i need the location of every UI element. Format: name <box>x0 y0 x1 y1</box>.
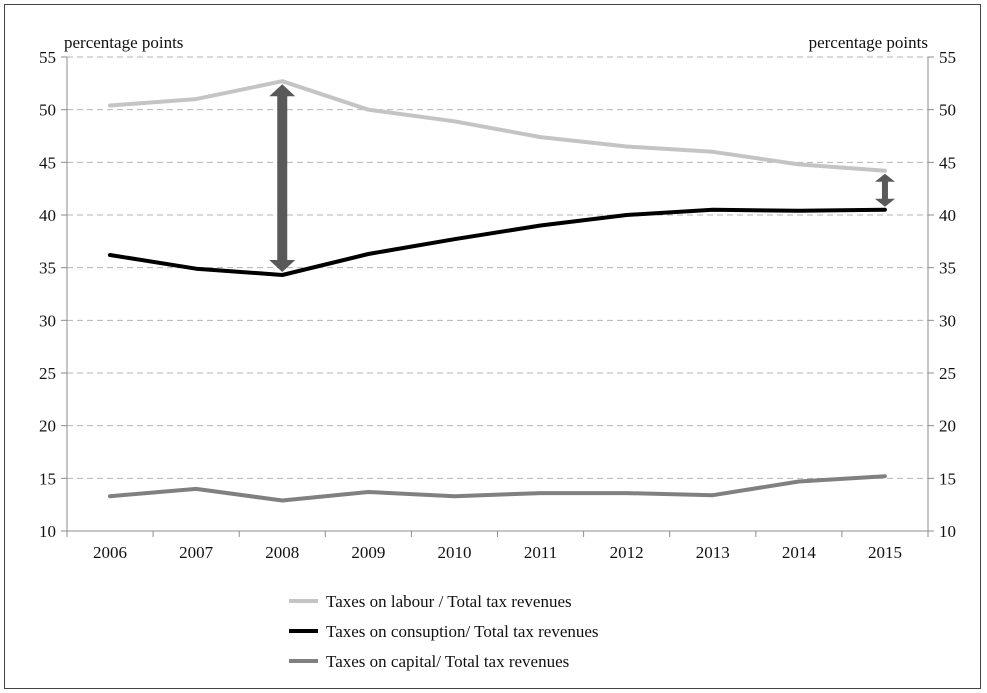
y-tick-label-right: 20 <box>939 417 956 436</box>
x-tick-label: 2008 <box>265 543 299 562</box>
gap-double-arrow-1 <box>269 84 296 273</box>
legend-label-1: Taxes on labour / Total tax revenues <box>326 592 572 611</box>
y-tick-label-left: 10 <box>39 522 56 541</box>
chart-frame <box>4 4 981 689</box>
y-tick-label-left: 40 <box>39 206 56 225</box>
y-tick-label-left: 50 <box>39 101 56 120</box>
x-tick-label: 2013 <box>696 543 730 562</box>
y-tick-label-right: 25 <box>939 364 956 383</box>
series-line-1 <box>108 79 887 173</box>
gap-double-arrow-2 <box>874 173 895 207</box>
y-axis-left-unit: percentage points <box>64 33 183 52</box>
y-tick-label-right: 35 <box>939 259 956 278</box>
x-tick-label: 2006 <box>93 543 127 562</box>
series-lines <box>108 79 887 503</box>
y-tick-label-left: 30 <box>39 311 56 330</box>
y-tick-label-left: 15 <box>39 469 56 488</box>
x-tick-label: 2007 <box>179 543 214 562</box>
y-tick-label-right: 55 <box>939 48 956 67</box>
y-axis-left-ticks: 10 15 20 25 30 35 40 45 50 55 <box>39 48 56 541</box>
x-tick-label: 2011 <box>524 543 557 562</box>
y-tick-label-right: 15 <box>939 469 956 488</box>
x-tick-label: 2012 <box>610 543 644 562</box>
y-tick-label-right: 10 <box>939 522 956 541</box>
gridlines <box>67 56 928 479</box>
y-tick-label-right: 45 <box>939 153 956 172</box>
y-tick-label-left: 55 <box>39 48 56 67</box>
y-tick-label-right: 30 <box>939 311 956 330</box>
x-tick-label: 2010 <box>437 543 471 562</box>
x-tick-label: 2015 <box>868 543 902 562</box>
y-tick-label-right: 50 <box>939 101 956 120</box>
legend-label-3: Taxes on capital/ Total tax revenues <box>326 652 569 671</box>
legend-label-2: Taxes on consuption/ Total tax revenues <box>326 622 599 641</box>
x-axis-ticks: 2006 2007 2008 2009 2010 2011 2012 2013 2014 2015 <box>93 543 902 562</box>
series-line-3 <box>108 474 887 503</box>
gap-arrows <box>269 84 895 273</box>
y-tick-label-left: 35 <box>39 259 56 278</box>
series-line-2 <box>108 207 887 277</box>
y-axis-right-ticks: 10 15 20 25 30 35 40 45 50 55 <box>939 48 956 541</box>
y-tick-label-left: 20 <box>39 417 56 436</box>
y-tick-label-right: 40 <box>939 206 956 225</box>
axes <box>61 56 934 537</box>
x-tick-label: 2009 <box>351 543 385 562</box>
x-tick-label: 2014 <box>782 543 817 562</box>
y-axis-right-unit: percentage points <box>809 33 928 52</box>
legend: Taxes on labour / Total tax revenues Taxe… <box>289 592 599 671</box>
y-tick-label-left: 25 <box>39 364 56 383</box>
y-tick-label-left: 45 <box>39 153 56 172</box>
